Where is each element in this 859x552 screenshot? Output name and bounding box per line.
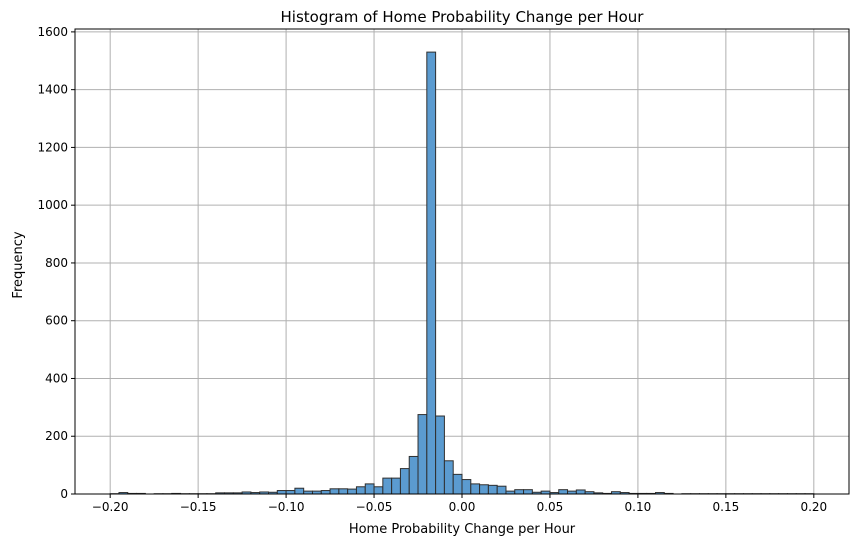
histogram-bar: [383, 478, 392, 494]
histogram-bar: [576, 490, 585, 494]
x-tick-label: −0.20: [92, 500, 129, 514]
histogram-bar: [400, 469, 409, 494]
histogram-bar: [418, 415, 427, 494]
y-tick-label: 200: [45, 429, 68, 443]
x-tick-label: 0.00: [449, 500, 476, 514]
x-tick-label: −0.15: [180, 500, 217, 514]
histogram-bar: [321, 491, 330, 494]
histogram-bar: [480, 485, 489, 494]
y-tick-label: 600: [45, 314, 68, 328]
histogram-bar: [356, 487, 365, 494]
histogram-bar: [374, 487, 383, 494]
y-axis-label: Frequency: [11, 231, 26, 298]
y-tick-label: 1000: [37, 198, 68, 212]
histogram-bar: [462, 480, 471, 494]
histogram-bar: [365, 484, 374, 494]
x-tick-label: 0.15: [713, 500, 740, 514]
histogram-bar: [427, 52, 436, 494]
histogram-bar: [515, 490, 524, 494]
y-tick-label: 0: [60, 487, 68, 501]
histogram-bar: [524, 490, 533, 494]
histogram-bar: [330, 489, 339, 494]
histogram-bar: [559, 490, 568, 494]
y-tick-label: 800: [45, 256, 68, 270]
histogram-bar: [409, 456, 418, 494]
x-tick-label: 0.10: [625, 500, 652, 514]
histogram-bar: [436, 416, 445, 494]
histogram-bar: [497, 486, 506, 494]
histogram-bar: [392, 478, 401, 494]
x-axis-label: Home Probability Change per Hour: [349, 522, 576, 537]
y-tick-label: 1200: [37, 140, 68, 154]
histogram-bar: [277, 491, 286, 494]
histogram-bar: [286, 491, 295, 494]
y-tick-label: 400: [45, 371, 68, 385]
y-tick-label: 1400: [37, 83, 68, 97]
y-tick-label: 1600: [37, 25, 68, 39]
histogram-bar: [444, 461, 453, 494]
x-tick-label: −0.05: [356, 500, 393, 514]
histogram-bar: [488, 485, 497, 494]
histogram-bar: [471, 484, 480, 494]
chart-title: Histogram of Home Probability Change per…: [281, 8, 645, 26]
x-tick-label: −0.10: [268, 500, 305, 514]
histogram-bar: [295, 488, 304, 494]
histogram-bar: [348, 489, 357, 494]
x-tick-label: 0.20: [800, 500, 827, 514]
histogram-bar: [339, 489, 348, 494]
x-tick-label: 0.05: [537, 500, 564, 514]
histogram-bar: [453, 474, 462, 494]
